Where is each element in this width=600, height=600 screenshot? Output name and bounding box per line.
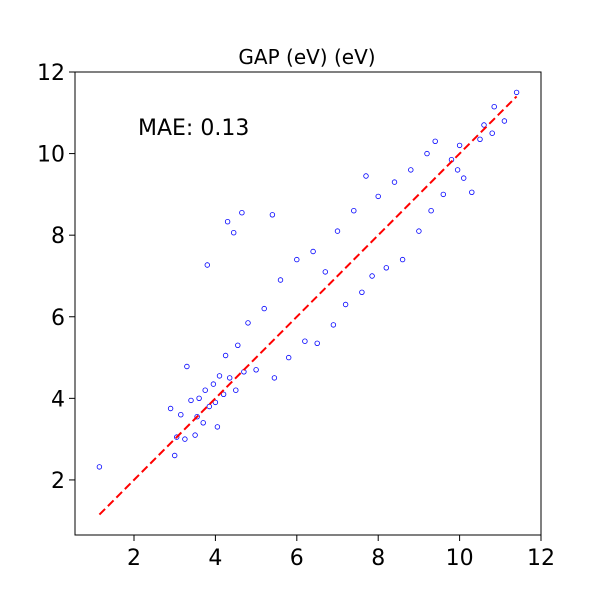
data-point	[173, 434, 180, 440]
x-tick-label: 6	[290, 546, 304, 571]
data-point	[245, 320, 251, 326]
data-point	[286, 354, 292, 361]
reference-line	[98, 95, 518, 516]
data-point	[294, 256, 300, 263]
data-point	[302, 338, 308, 344]
y-tick-label: 12	[37, 61, 65, 86]
data-point	[226, 375, 233, 381]
data-point	[210, 381, 217, 387]
mae-annotation: MAE: 0.13	[138, 116, 249, 141]
data-point	[477, 136, 483, 142]
data-point	[375, 193, 381, 200]
data-point	[342, 301, 349, 308]
plot-frame	[74, 71, 542, 536]
data-point	[253, 367, 259, 373]
chart-title: GAP (eV) (eV)	[238, 45, 375, 69]
data-point	[440, 191, 446, 198]
x-tick-label: 8	[371, 546, 385, 571]
data-point	[188, 397, 194, 404]
x-tick-label: 4	[208, 546, 222, 571]
data-point	[224, 218, 231, 225]
data-point	[196, 395, 202, 401]
data-point	[178, 412, 184, 418]
data-point	[408, 167, 414, 173]
data-point	[330, 322, 337, 328]
data-point	[481, 122, 487, 128]
data-point	[513, 89, 520, 96]
data-point	[239, 209, 245, 216]
x-axis: 2 4 6 8 10 12	[127, 535, 555, 571]
data-point	[200, 420, 206, 426]
y-tick-label: 4	[51, 387, 65, 412]
data-point	[322, 269, 328, 275]
data-point	[277, 277, 284, 283]
data-point	[383, 265, 389, 271]
data-point	[96, 464, 103, 470]
data-point	[233, 387, 239, 393]
data-point	[416, 228, 422, 234]
data-point	[489, 130, 495, 136]
data-point	[212, 399, 219, 406]
data-point	[184, 363, 190, 370]
data-point	[271, 375, 278, 381]
data-point	[314, 340, 320, 346]
data-point	[456, 142, 463, 149]
data-point	[220, 391, 227, 397]
data-point	[230, 229, 237, 236]
data-point	[369, 273, 375, 279]
data-point	[204, 262, 210, 268]
data-point	[363, 173, 369, 179]
data-point	[261, 305, 267, 312]
data-point	[310, 248, 316, 255]
x-tick-label: 12	[527, 546, 555, 571]
y-tick-label: 6	[51, 306, 65, 331]
x-tick-label: 2	[127, 546, 141, 571]
y-tick-label: 10	[37, 143, 65, 168]
data-point	[171, 452, 178, 459]
data-point	[359, 289, 365, 295]
data-point	[269, 212, 276, 218]
data-point	[469, 189, 475, 195]
data-point	[194, 414, 200, 420]
data-point	[206, 403, 212, 410]
data-point	[424, 150, 430, 157]
data-point	[399, 256, 406, 263]
x-tick-label: 10	[446, 546, 474, 571]
data-point	[428, 207, 434, 214]
data-point	[334, 228, 341, 234]
data-point	[351, 207, 357, 214]
data-point	[216, 373, 223, 379]
data-point	[454, 167, 461, 173]
data-point	[192, 432, 198, 438]
y-tick-label: 8	[51, 224, 65, 249]
data-point	[167, 405, 174, 412]
data-point	[222, 352, 229, 359]
data-point	[491, 103, 497, 110]
data-point	[432, 138, 438, 144]
y-tick-label: 2	[51, 469, 65, 494]
data-point	[391, 179, 398, 185]
data-point	[214, 424, 221, 430]
y-axis: 2 4 6 8 10 12	[37, 61, 75, 494]
data-point	[461, 175, 467, 181]
data-point	[501, 118, 508, 124]
data-point	[235, 342, 241, 348]
data-point	[182, 436, 188, 442]
points-layer	[96, 89, 520, 470]
data-point	[202, 387, 208, 393]
